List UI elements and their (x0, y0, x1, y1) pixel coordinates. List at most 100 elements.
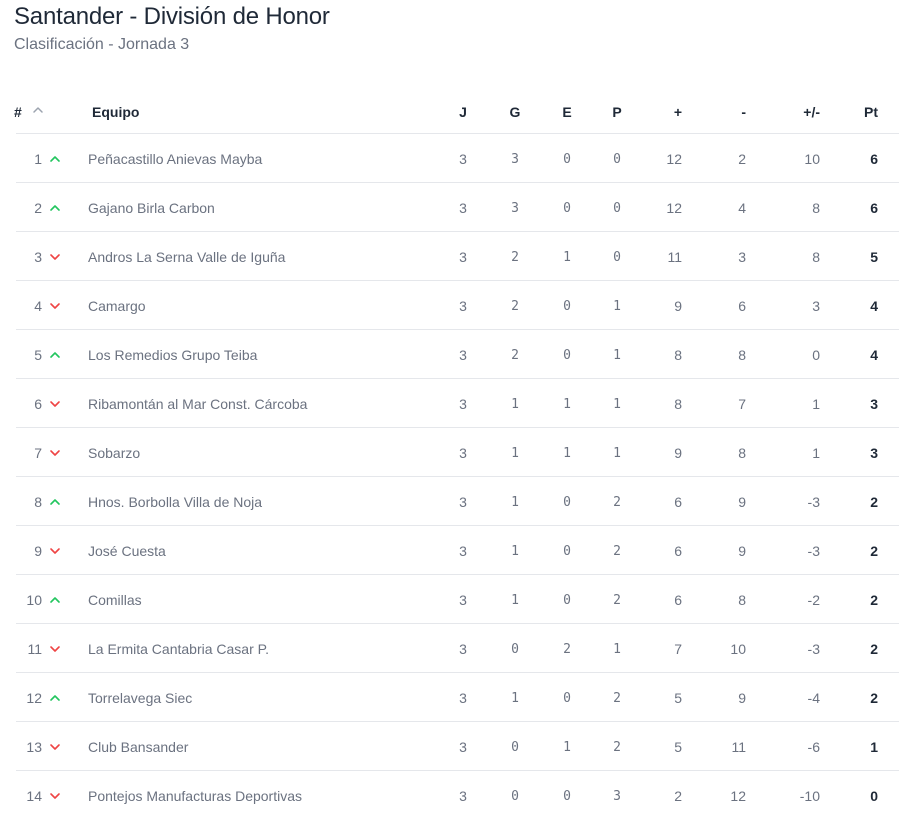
points-cell: 4 (870, 298, 878, 314)
drawn-cell: 0 (563, 495, 571, 510)
trend-down-icon (50, 450, 60, 456)
trend-up-icon (50, 156, 60, 162)
table-body: 1 Peñacastillo Anievas Mayba 3 3 0 0 12 2 10 6 2 Ga… (14, 134, 899, 820)
points-cell: 0 (870, 788, 878, 804)
lost-cell: 1 (613, 397, 621, 412)
trend-up-icon (50, 597, 60, 603)
table-row[interactable]: 1 Peñacastillo Anievas Mayba 3 3 0 0 12 2 10 6 (16, 134, 899, 183)
team-name: Pontejos Manufacturas Deportivas (88, 788, 302, 804)
col-header-goal-difference[interactable]: +/- (803, 104, 820, 120)
played-cell: 3 (459, 200, 467, 216)
table-row[interactable]: 12 Torrelavega Siec 3 1 0 2 5 9 -4 2 (16, 673, 899, 722)
table-row[interactable]: 6 Ribamontán al Mar Const. Cárcoba 3 1 1 1 8 7 1… (16, 379, 899, 428)
drawn-cell: 0 (563, 348, 571, 363)
position-cell: 13 (26, 739, 42, 755)
drawn-cell: 1 (563, 446, 571, 461)
position-cell: 9 (34, 543, 42, 559)
played-cell: 3 (459, 249, 467, 265)
position-cell: 2 (34, 200, 42, 216)
table-row[interactable]: 9 José Cuesta 3 1 0 2 6 9 -3 2 (16, 526, 899, 575)
won-cell: 2 (511, 299, 519, 314)
played-cell: 3 (459, 396, 467, 412)
goals-against-cell: 11 (731, 739, 746, 755)
won-cell: 2 (511, 250, 519, 265)
position-cell: 12 (26, 690, 42, 706)
lost-cell: 2 (613, 544, 621, 559)
won-cell: 1 (511, 495, 519, 510)
table-row[interactable]: 7 Sobarzo 3 1 1 1 9 8 1 3 (16, 428, 899, 477)
lost-cell: 0 (613, 201, 621, 216)
col-header-points[interactable]: Pt (864, 104, 878, 120)
goals-against-cell: 9 (738, 543, 746, 559)
trend-down-icon (50, 646, 60, 652)
table-row[interactable]: 10 Comillas 3 1 0 2 6 8 -2 2 (16, 575, 899, 624)
position-cell: 5 (34, 347, 42, 363)
drawn-cell: 0 (563, 152, 571, 167)
goal-difference-cell: -3 (807, 494, 820, 510)
team-name: Hnos. Borbolla Villa de Noja (88, 494, 263, 510)
lost-cell: 1 (613, 348, 621, 363)
col-header-drawn[interactable]: E (562, 104, 572, 120)
table-row[interactable]: 2 Gajano Birla Carbon 3 3 0 0 12 4 8 6 (16, 183, 899, 232)
drawn-cell: 2 (563, 642, 571, 657)
goal-difference-cell: -3 (807, 641, 820, 657)
col-header-goals-for[interactable]: + (673, 104, 682, 120)
points-cell: 2 (870, 592, 878, 608)
points-cell: 3 (870, 445, 878, 461)
position-cell: 10 (26, 592, 42, 608)
table-row[interactable]: 14 Pontejos Manufacturas Deportivas 3 0 0 3 2 1… (16, 771, 899, 820)
trend-down-icon (50, 303, 60, 309)
goals-against-cell: 12 (730, 788, 746, 804)
points-cell: 2 (870, 690, 878, 706)
team-name: La Ermita Cantabria Casar P. (88, 641, 270, 657)
table-row[interactable]: 4 Camargo 3 2 0 1 9 6 3 4 (16, 281, 899, 330)
goal-difference-cell: 8 (812, 200, 820, 216)
team-name: Camargo (88, 298, 146, 314)
col-header-position[interactable]: # (14, 104, 22, 120)
trend-down-icon (50, 744, 60, 750)
played-cell: 3 (459, 151, 467, 167)
col-header-won[interactable]: G (509, 104, 521, 120)
chevron-up-icon[interactable] (32, 104, 44, 116)
lost-cell: 1 (613, 642, 621, 657)
won-cell: 0 (511, 789, 519, 804)
lost-cell: 1 (613, 446, 621, 461)
lost-cell: 2 (613, 691, 621, 706)
lost-cell: 1 (613, 299, 621, 314)
position-cell: 8 (34, 494, 42, 510)
drawn-cell: 0 (563, 691, 571, 706)
points-cell: 4 (870, 347, 878, 363)
col-header-team[interactable]: Equipo (92, 104, 140, 120)
col-header-goals-against[interactable]: - (741, 104, 746, 120)
played-cell: 3 (459, 543, 467, 559)
table-row[interactable]: 11 La Ermita Cantabria Casar P. 3 0 2 1 7 10 -3 2 (16, 624, 899, 673)
trend-up-icon (50, 499, 60, 505)
table-row[interactable]: 3 Andros La Serna Valle de Iguña 3 2 1 0 11 3 8 5 (16, 232, 899, 281)
goals-for-cell: 6 (674, 494, 682, 510)
position-cell: 4 (34, 298, 42, 314)
goal-difference-cell: 0 (812, 347, 820, 363)
goal-difference-cell: 10 (804, 151, 820, 167)
col-header-played[interactable]: J (459, 104, 467, 120)
goals-against-cell: 10 (730, 641, 746, 657)
played-cell: 3 (459, 739, 467, 755)
col-header-lost[interactable]: P (612, 104, 622, 120)
position-cell: 1 (34, 151, 42, 167)
won-cell: 3 (511, 201, 519, 216)
won-cell: 0 (511, 740, 519, 755)
goal-difference-cell: -2 (807, 592, 820, 608)
points-cell: 6 (870, 200, 878, 216)
table-row[interactable]: 13 Club Bansander 3 0 1 2 5 11 -6 1 (16, 722, 899, 771)
trend-up-icon (50, 205, 60, 211)
trend-up-icon (50, 352, 60, 358)
goals-against-cell: 9 (738, 690, 746, 706)
goals-against-cell: 6 (738, 298, 746, 314)
points-cell: 5 (870, 249, 878, 265)
table-row[interactable]: 5 Los Remedios Grupo Teiba 3 2 0 1 8 8 0 4 (16, 330, 899, 379)
drawn-cell: 0 (563, 789, 571, 804)
goals-against-cell: 4 (738, 200, 746, 216)
trend-down-icon (50, 548, 60, 554)
team-name: Ribamontán al Mar Const. Cárcoba (88, 396, 308, 412)
points-cell: 2 (870, 641, 878, 657)
table-row[interactable]: 8 Hnos. Borbolla Villa de Noja 3 1 0 2 6 9 -3 2 (16, 477, 899, 526)
